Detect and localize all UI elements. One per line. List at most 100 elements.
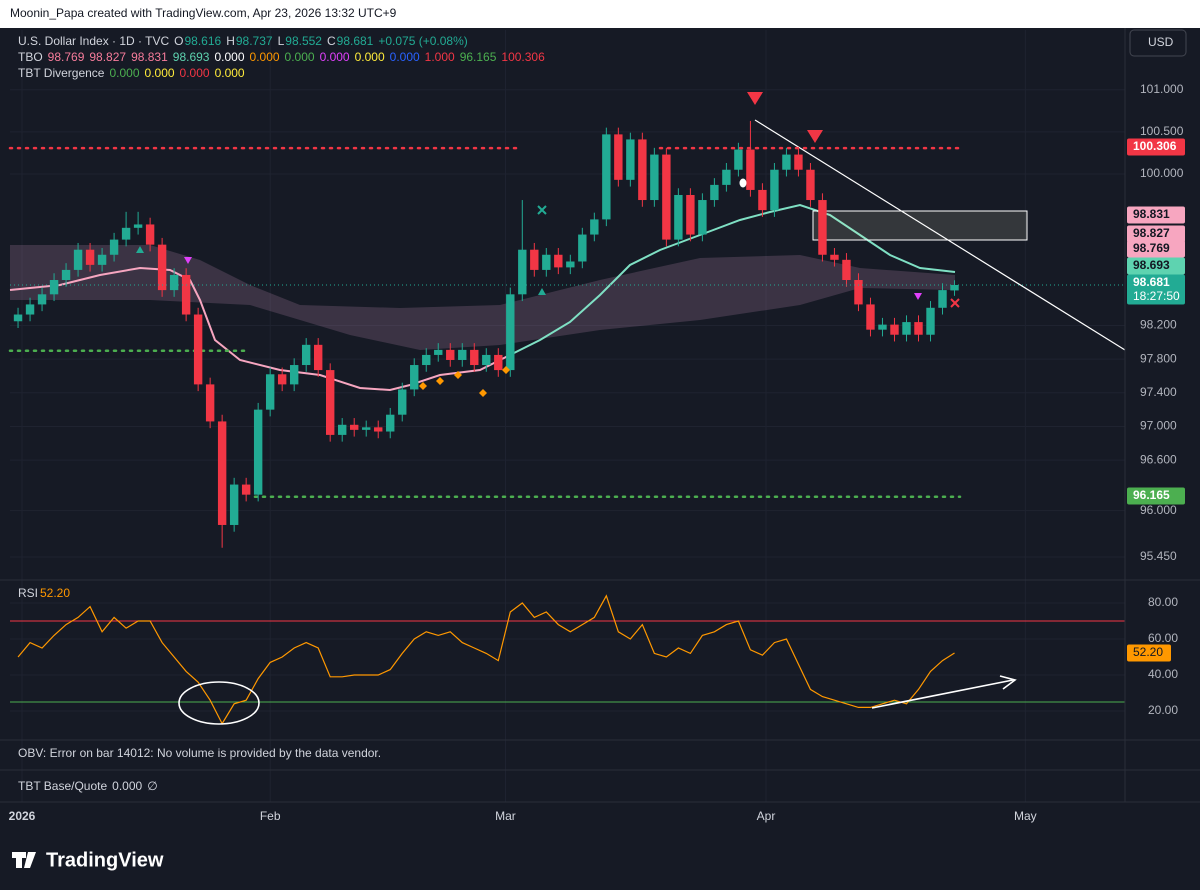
candle-body: [842, 259, 851, 281]
candle-body: [338, 424, 347, 435]
candle-body: [325, 370, 335, 435]
candle-body: [494, 354, 503, 371]
y-tick-label: 98.200: [1140, 318, 1177, 332]
candle-body: [602, 134, 611, 220]
candle-body: [121, 227, 131, 240]
candle-body: [566, 261, 575, 268]
indicator-value: 0.000: [180, 66, 210, 80]
indicator-value: 96.165: [460, 50, 497, 64]
candle-body: [470, 349, 479, 366]
y-tick-label: 97.800: [1140, 351, 1177, 365]
rsi-tick-label: 40.00: [1148, 667, 1178, 681]
candle-body: [205, 384, 215, 422]
marker: [747, 92, 763, 105]
currency-button[interactable]: [1129, 29, 1187, 57]
ohlc-label: O: [174, 34, 183, 48]
candle-body: [758, 189, 767, 211]
y-tick-label: 95.450: [1140, 549, 1177, 563]
marker: [950, 298, 960, 308]
price-badge-label: 98.831: [1133, 207, 1170, 221]
ohlc-label: C: [327, 34, 336, 48]
candle-body: [662, 154, 671, 240]
tbo-line: [9, 266, 511, 392]
candle-body: [289, 365, 299, 385]
candle-body: [770, 169, 779, 211]
candle-body: [374, 427, 383, 432]
x-tick-label: 2026: [9, 809, 36, 823]
price-badge-label: 98.827: [1133, 226, 1170, 240]
indicator-name: TBT Divergence: [18, 66, 105, 80]
candle-body: [794, 154, 803, 170]
ohlc-value: 98.616: [185, 34, 222, 48]
marker: [538, 288, 546, 295]
price-badge-label: 100.306: [1133, 139, 1177, 153]
candle-body: [938, 290, 947, 308]
candle-body: [638, 139, 647, 201]
candle-body: [61, 269, 71, 281]
indicator-value: 0.000: [250, 50, 280, 64]
rsi-name: RSI: [18, 586, 38, 600]
candle-body: [277, 374, 287, 385]
candle-body: [49, 280, 59, 295]
candle-body: [590, 219, 599, 235]
x-tick-label: Feb: [260, 809, 281, 823]
price-badge-label: 98.681: [1133, 275, 1170, 289]
indicator-name: TBO: [18, 50, 43, 64]
candle-body: [506, 294, 515, 371]
candle-body: [109, 239, 119, 255]
candle-body: [518, 249, 527, 295]
candle-body: [902, 322, 911, 335]
rsi-badge-label: 52.20: [1133, 645, 1163, 659]
indicator-value: 98.769: [48, 50, 85, 64]
y-tick-label: 97.000: [1140, 419, 1177, 433]
candle-body: [446, 349, 455, 360]
marker: [914, 293, 922, 300]
y-tick-label: 100.500: [1140, 124, 1184, 138]
candle-body: [530, 249, 539, 270]
indicator-value: 100.306: [501, 50, 545, 64]
tbt-base-value: 0.000: [112, 779, 142, 793]
indicator-value: 0.000: [109, 66, 139, 80]
drawing-arrow: [871, 679, 1014, 709]
candle-body: [362, 427, 371, 430]
rsi-line: [17, 594, 955, 725]
candle-body: [398, 389, 407, 415]
candle-body: [386, 414, 395, 432]
obv-note: OBV: Error on bar 14012: No volume is pr…: [18, 746, 381, 760]
marker: [419, 366, 510, 397]
candle-body: [614, 134, 623, 180]
candle-body: [746, 149, 755, 190]
indicator-value: 98.827: [89, 50, 126, 64]
price-badge-label: 98.693: [1133, 258, 1170, 272]
ohlc-label: H: [226, 34, 235, 48]
rsi-tick-label: 20.00: [1148, 703, 1178, 717]
candle-body: [950, 284, 959, 291]
rsi-value: 52.20: [40, 586, 70, 600]
currency[interactable]: USD: [1148, 35, 1174, 49]
candle-body: [241, 484, 251, 495]
indicator-value: 0.000: [285, 50, 315, 64]
candle-body: [578, 234, 587, 262]
candle-body: [133, 224, 143, 228]
price-badge-timer: 18:27:50: [1133, 289, 1180, 303]
price-badge: [1127, 487, 1185, 505]
price-badge: [1127, 138, 1185, 156]
candle-body: [410, 365, 419, 390]
candle-body: [854, 280, 863, 305]
rsi-badge: [1127, 644, 1171, 662]
indicator-value: 1.000: [425, 50, 455, 64]
candle-body: [806, 169, 815, 201]
candle-body: [85, 249, 95, 265]
indicator-value: 98.831: [131, 50, 168, 64]
candle-body: [626, 139, 635, 180]
indicator-value: 98.693: [173, 50, 210, 64]
brand-logo: [12, 852, 36, 868]
x-tick-label: Apr: [757, 809, 776, 823]
candle-body: [265, 374, 275, 410]
candle-body: [169, 274, 179, 291]
candle-body: [313, 344, 323, 371]
credit: Moonin_Papa created with TradingView.com…: [10, 6, 397, 20]
credit-bar: [0, 0, 1200, 28]
x-tick-label: May: [1014, 809, 1037, 823]
candle-body: [193, 314, 203, 385]
